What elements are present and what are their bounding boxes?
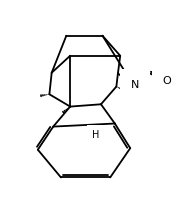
Text: H: H bbox=[92, 130, 99, 140]
Polygon shape bbox=[116, 87, 125, 92]
Text: N: N bbox=[131, 80, 139, 90]
Text: O: O bbox=[163, 76, 172, 86]
